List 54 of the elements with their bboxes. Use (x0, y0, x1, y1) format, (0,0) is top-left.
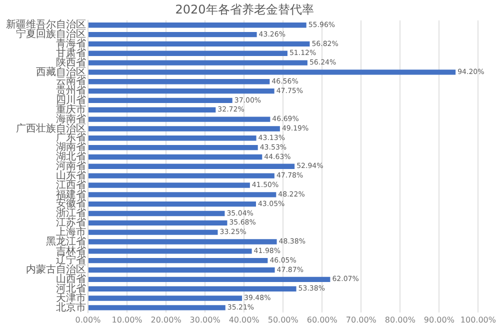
y-tick-label: 河南省 (56, 160, 86, 172)
x-tick-label: 100.00% (460, 315, 496, 324)
bar (88, 296, 242, 301)
bar (88, 88, 274, 94)
bar (88, 154, 262, 160)
x-tick-label: 30.00% (190, 315, 221, 324)
x-tick-label: 10.00% (112, 315, 143, 324)
y-tick-label: 山东省 (56, 169, 86, 182)
bar (88, 50, 288, 56)
bar (88, 107, 216, 112)
bar (88, 41, 310, 47)
y-tick-label: 海南省 (56, 112, 86, 125)
x-tick-label: 80.00% (384, 315, 416, 324)
y-tick-label: 北京市 (56, 301, 86, 314)
bar (88, 32, 257, 38)
bar (88, 220, 228, 226)
bar (88, 286, 296, 292)
y-tick-label: 河北省 (56, 282, 86, 294)
bar (88, 248, 252, 254)
bar (88, 230, 218, 235)
bar (88, 126, 280, 132)
x-tick-label: 50.00% (268, 315, 299, 324)
x-tick-label: 0.00% (75, 315, 102, 324)
bar (88, 192, 276, 198)
y-tick-label: 黑龙江省 (46, 235, 86, 248)
bar (88, 22, 306, 28)
bar (88, 164, 295, 169)
bar (88, 144, 258, 150)
bar (88, 60, 308, 66)
x-tick-label: 20.00% (150, 315, 182, 324)
bar (88, 258, 268, 264)
x-tick-label: 40.00% (228, 315, 260, 324)
y-tick-label: 吉林省 (56, 244, 86, 257)
x-tick-label: 60.00% (306, 315, 338, 324)
bar (88, 276, 330, 282)
bar (88, 267, 275, 273)
y-tick-label: 重庆市 (56, 103, 86, 116)
bar (88, 182, 250, 188)
bar (88, 98, 232, 104)
bar (88, 210, 225, 216)
y-tick-label: 陕西省 (56, 56, 86, 68)
bar (88, 79, 270, 84)
x-tick-label: 70.00% (346, 315, 377, 324)
chart-title: 2020年各省养老金替代率 (175, 2, 314, 16)
bar (88, 201, 256, 207)
bar (88, 136, 256, 141)
bar (88, 70, 456, 75)
bar (88, 305, 226, 310)
bar (88, 239, 277, 244)
y-tick-label: 甘肃省 (56, 46, 86, 59)
x-tick-label: 90.00% (424, 315, 455, 324)
y-tick-label: 福建省 (56, 188, 86, 200)
bar (88, 116, 270, 122)
bar (88, 173, 274, 178)
